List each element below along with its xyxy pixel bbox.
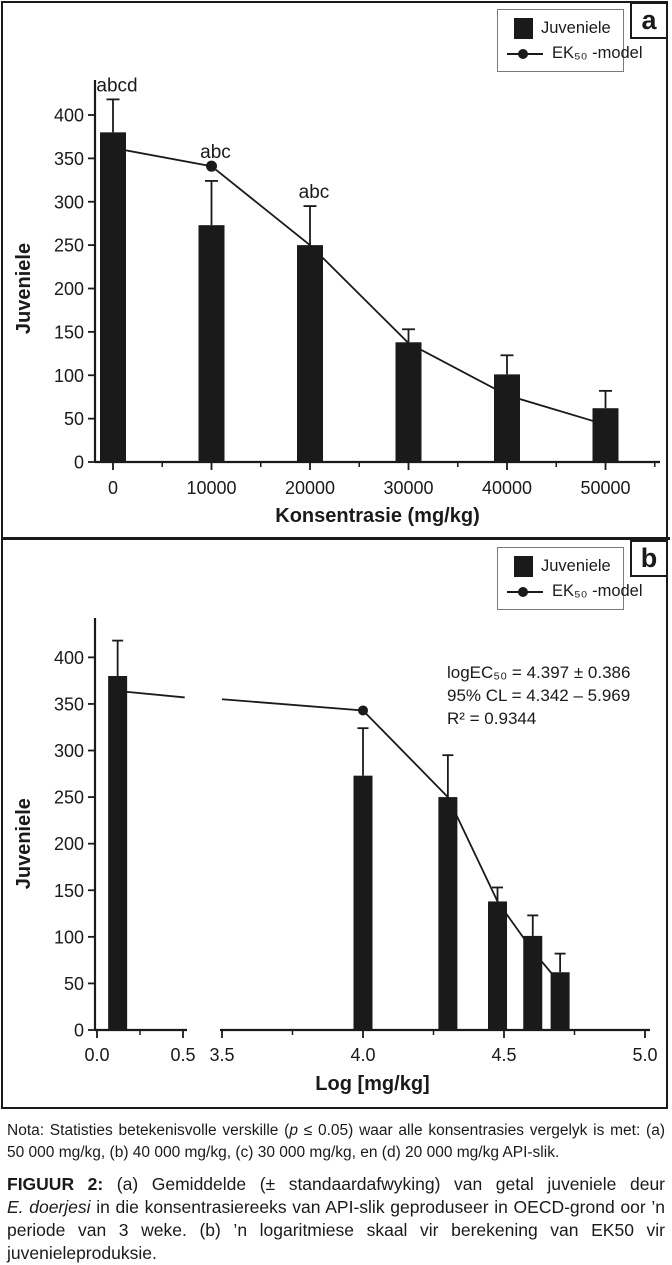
caption-area: Nota: Statisties betekenisvolle verskill… xyxy=(0,1112,672,1265)
y-tick-label: 350 xyxy=(54,149,84,169)
a-bar xyxy=(297,245,323,462)
legend-row-bars: Juveniele xyxy=(506,16,621,41)
ek50-model-line-right xyxy=(221,698,561,984)
y-tick-label: 0 xyxy=(74,453,84,473)
b-bar xyxy=(488,901,508,1030)
a-bar xyxy=(494,374,520,462)
y-tick-label: 300 xyxy=(54,192,84,212)
ek50-model-marker xyxy=(358,705,368,716)
a-bar xyxy=(395,342,422,462)
y-tick-label: 350 xyxy=(54,694,84,714)
species-name: E. doerjesi xyxy=(7,1197,91,1217)
caption-part1: (a) Gemiddelde (± standaardafwyking) van… xyxy=(103,1174,666,1194)
b-bar xyxy=(438,797,458,1030)
panel-label-b: b xyxy=(630,540,668,577)
y-axis-title: Juveniele xyxy=(13,798,35,889)
a-bar xyxy=(198,225,225,462)
y-tick-label: 0 xyxy=(74,1021,84,1041)
x-axis-title: Log [mg/kg] xyxy=(315,1073,429,1095)
ek50-model-line xyxy=(112,147,606,426)
significance-label: abcd xyxy=(96,75,137,96)
ek50-model-marker xyxy=(206,160,217,172)
y-tick-label: 300 xyxy=(54,741,84,761)
figure-caption: FIGUUR 2: (a) Gemiddelde (± standaardafw… xyxy=(7,1173,665,1265)
y-tick-label: 400 xyxy=(54,648,84,668)
x-tick-label: 0 xyxy=(108,478,118,498)
x-axis-title: Konsentrasie (mg/kg) xyxy=(275,505,479,527)
x-tick-label: 30000 xyxy=(383,478,433,498)
x-tick-label: 3.5 xyxy=(209,1045,234,1065)
y-tick-label: 250 xyxy=(54,236,84,256)
x-tick-label: 0.5 xyxy=(170,1045,195,1065)
significance-label: abc xyxy=(200,142,231,163)
annotation-logec50: logEC₅₀ = 4.397 ± 0.386 xyxy=(447,663,631,682)
panel-divider xyxy=(1,537,670,540)
line-marker-icon xyxy=(507,48,543,59)
b-bar xyxy=(353,775,373,1030)
legend-line-label: EK₅₀ -model xyxy=(552,582,643,600)
bar-swatch-icon xyxy=(514,556,533,577)
legend-row-line: EK₅₀ -model xyxy=(506,41,643,66)
legend-row-line: EK₅₀ -model xyxy=(506,579,643,604)
x-tick-label: 4.5 xyxy=(491,1045,516,1065)
annotation-cl95: 95% CL = 4.342 – 5.969 xyxy=(447,686,631,705)
y-tick-label: 200 xyxy=(54,834,84,854)
legend-row-bars: Juveniele xyxy=(506,554,621,579)
caption-part2: in die konsentrasiereeks van API-slik ge… xyxy=(7,1197,666,1263)
legend-line-label: EK₅₀ -model xyxy=(552,44,643,62)
x-tick-label: 40000 xyxy=(482,478,532,498)
y-tick-label: 50 xyxy=(64,409,84,429)
a-bar xyxy=(592,408,619,462)
note-suffix: ≤ 0.05) waar alle konsentrasies vergelyk… xyxy=(7,1122,665,1161)
fit-annotation: logEC₅₀ = 4.397 ± 0.386 95% CL = 4.342 –… xyxy=(447,661,630,730)
legend-b: Juveniele EK₅₀ -model xyxy=(497,547,643,610)
panel-a-chart: 0 50 100 150 200 250 300 350 400 0 10000 20000 30000… xyxy=(13,75,660,527)
y-tick-label: 250 xyxy=(54,788,84,808)
y-tick-label: 100 xyxy=(54,366,84,386)
x-tick-label: 10000 xyxy=(186,478,236,498)
y-tick-label: 150 xyxy=(54,322,84,342)
note-prefix: Nota: Statisties betekenisvolle verskill… xyxy=(7,1122,290,1139)
legend-bar-label: Juveniele xyxy=(541,19,611,37)
y-axis-title: Juveniele xyxy=(13,243,35,334)
line-marker-icon xyxy=(507,586,543,597)
legend-bar-label: Juveniele xyxy=(541,557,611,575)
b-bar xyxy=(108,675,128,1030)
b-bar xyxy=(523,935,543,1030)
bar-swatch-icon xyxy=(514,18,533,39)
y-tick-label: 200 xyxy=(54,279,84,299)
x-tick-label: 4.0 xyxy=(350,1045,375,1065)
a-bar xyxy=(100,132,126,462)
caption-label: FIGUUR 2: xyxy=(7,1174,104,1194)
panel-b-chart: 0 50 100 150 200 250 300 350 400 0.0 0.5 3.5 4.0 4.5 5… xyxy=(13,618,658,1095)
annotation-r2: R² = 0.9344 xyxy=(447,709,537,728)
x-tick-label: 50000 xyxy=(580,478,630,498)
ek50-model-line-left xyxy=(126,690,185,699)
y-tick-label: 100 xyxy=(54,927,84,947)
x-tick-label: 5.0 xyxy=(632,1045,657,1065)
panel-label-a: a xyxy=(630,2,668,39)
y-tick-label: 150 xyxy=(54,881,84,901)
y-tick-label: 400 xyxy=(54,106,84,126)
x-tick-label: 20000 xyxy=(285,478,335,498)
legend-a: Juveniele EK₅₀ -model xyxy=(497,9,643,72)
note-p-italic: p xyxy=(289,1122,298,1139)
note-text: Nota: Statisties betekenisvolle verskill… xyxy=(7,1120,665,1164)
significance-label: abc xyxy=(299,182,330,203)
x-tick-label: 0.0 xyxy=(84,1045,109,1065)
y-tick-label: 50 xyxy=(64,974,84,994)
b-bar xyxy=(550,972,570,1030)
